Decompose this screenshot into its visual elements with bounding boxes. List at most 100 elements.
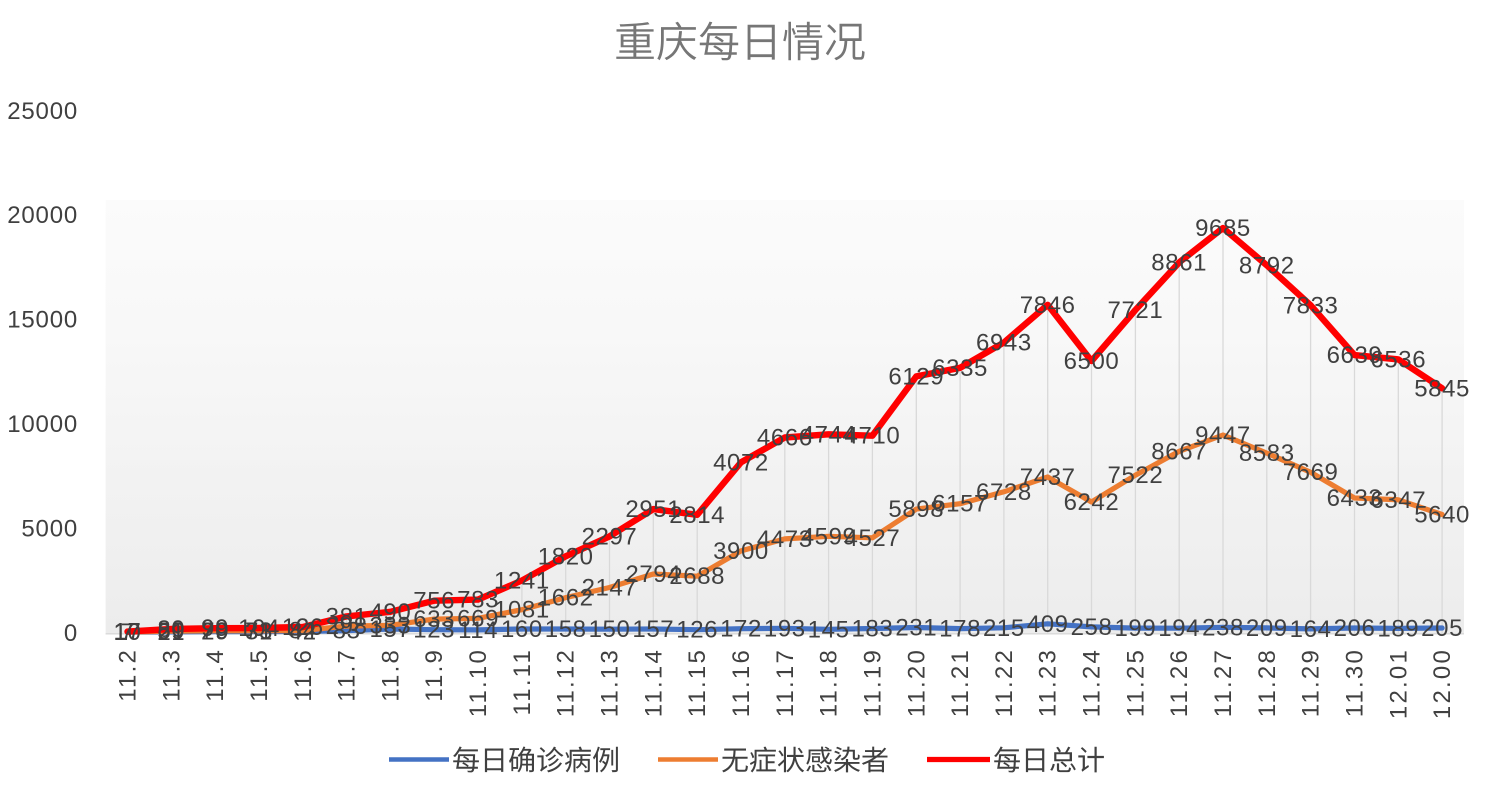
svg-text:9447: 9447: [1195, 422, 1251, 449]
svg-text:7721: 7721: [1108, 297, 1164, 324]
svg-text:6500: 6500: [1064, 348, 1120, 375]
svg-text:126: 126: [676, 617, 718, 644]
svg-text:11.28: 11.28: [1254, 648, 1281, 717]
svg-text:183: 183: [851, 616, 893, 643]
svg-text:8667: 8667: [1151, 438, 1207, 465]
svg-text:172: 172: [720, 616, 762, 643]
svg-text:11.4: 11.4: [202, 648, 229, 702]
svg-text:6129: 6129: [888, 363, 944, 390]
svg-text:4599: 4599: [801, 523, 857, 550]
svg-text:8861: 8861: [1151, 249, 1207, 276]
svg-text:157: 157: [369, 616, 411, 643]
svg-text:99: 99: [201, 615, 229, 642]
svg-text:215: 215: [983, 615, 1025, 642]
svg-text:11.30: 11.30: [1342, 648, 1369, 717]
svg-text:11.23: 11.23: [1035, 648, 1062, 717]
svg-text:11.11: 11.11: [509, 648, 536, 716]
svg-text:6335: 6335: [932, 355, 988, 382]
svg-text:189: 189: [1377, 615, 1419, 642]
svg-text:6157: 6157: [932, 491, 988, 518]
svg-text:11.15: 11.15: [684, 648, 711, 717]
svg-text:6433: 6433: [1327, 485, 1383, 512]
svg-text:333: 333: [369, 612, 411, 639]
svg-text:2297: 2297: [582, 523, 638, 550]
svg-text:669: 669: [457, 605, 499, 632]
svg-text:11.6: 11.6: [290, 648, 317, 702]
svg-text:11.12: 11.12: [553, 648, 580, 717]
svg-text:104: 104: [238, 615, 280, 642]
svg-text:11.9: 11.9: [421, 648, 448, 702]
svg-text:8583: 8583: [1239, 440, 1295, 467]
svg-text:42: 42: [289, 618, 317, 645]
svg-text:205: 205: [1421, 615, 1463, 642]
svg-text:238: 238: [1202, 614, 1244, 641]
svg-text:150: 150: [589, 616, 631, 643]
svg-text:4666: 4666: [757, 425, 813, 452]
svg-text:4473: 4473: [757, 526, 813, 553]
svg-text:157: 157: [632, 616, 674, 643]
svg-text:11.27: 11.27: [1210, 648, 1237, 717]
svg-text:1081: 1081: [494, 597, 550, 624]
svg-text:4744: 4744: [801, 421, 857, 448]
svg-text:5000: 5000: [21, 515, 78, 542]
svg-text:11.24: 11.24: [1079, 648, 1106, 717]
svg-text:206: 206: [1334, 615, 1376, 642]
svg-text:4527: 4527: [845, 525, 901, 552]
svg-text:11.13: 11.13: [597, 648, 624, 717]
svg-text:8792: 8792: [1239, 252, 1295, 279]
svg-text:258: 258: [1071, 614, 1113, 641]
svg-text:11.17: 11.17: [772, 648, 799, 717]
svg-text:7833: 7833: [1283, 292, 1339, 319]
svg-text:6728: 6728: [976, 479, 1032, 506]
svg-text:80: 80: [157, 616, 185, 643]
svg-text:2688: 2688: [669, 563, 725, 590]
svg-text:194: 194: [1158, 615, 1200, 642]
svg-text:1662: 1662: [538, 585, 594, 612]
svg-text:158: 158: [545, 616, 587, 643]
svg-text:7437: 7437: [1020, 464, 1076, 491]
svg-text:11.14: 11.14: [640, 648, 667, 717]
svg-text:0: 0: [64, 620, 78, 647]
svg-text:409: 409: [1027, 611, 1069, 638]
svg-text:4710: 4710: [845, 423, 901, 450]
svg-text:11.29: 11.29: [1298, 648, 1325, 717]
svg-text:25000: 25000: [7, 98, 78, 125]
svg-text:298: 298: [326, 613, 368, 640]
svg-text:114: 114: [458, 617, 498, 644]
svg-text:2814: 2814: [669, 502, 725, 529]
svg-text:11.18: 11.18: [816, 648, 843, 717]
svg-text:11.2: 11.2: [115, 648, 142, 702]
svg-text:15000: 15000: [7, 307, 78, 334]
svg-text:9685: 9685: [1195, 215, 1251, 242]
svg-text:633: 633: [413, 606, 455, 633]
svg-text:59: 59: [157, 618, 185, 645]
svg-text:6639: 6639: [1327, 342, 1383, 369]
svg-text:29: 29: [201, 619, 229, 646]
svg-text:2951: 2951: [625, 496, 681, 523]
svg-text:7669: 7669: [1283, 459, 1339, 486]
svg-text:381: 381: [326, 603, 368, 630]
svg-text:3900: 3900: [713, 538, 769, 565]
svg-text:10000: 10000: [7, 411, 78, 438]
svg-text:193: 193: [764, 615, 806, 642]
svg-text:73: 73: [245, 618, 273, 645]
svg-text:11.16: 11.16: [728, 648, 755, 717]
svg-text:231: 231: [895, 615, 937, 642]
svg-text:20000: 20000: [7, 202, 78, 229]
svg-text:11.25: 11.25: [1122, 648, 1149, 717]
svg-text:11.7: 11.7: [334, 648, 361, 702]
svg-text:11.19: 11.19: [859, 648, 886, 717]
svg-text:11.3: 11.3: [158, 648, 185, 702]
svg-text:11.5: 11.5: [246, 648, 273, 702]
svg-text:756: 756: [413, 588, 455, 615]
svg-text:11.10: 11.10: [465, 648, 492, 717]
svg-text:6347: 6347: [1370, 487, 1426, 514]
svg-text:145: 145: [808, 616, 850, 643]
svg-text:123: 123: [413, 617, 455, 644]
svg-text:84: 84: [289, 618, 317, 645]
svg-text:4072: 4072: [713, 449, 769, 476]
svg-text:7522: 7522: [1108, 462, 1164, 489]
svg-text:178: 178: [939, 616, 981, 643]
svg-text:12.00: 12.00: [1429, 648, 1456, 719]
svg-text:31: 31: [245, 619, 273, 646]
